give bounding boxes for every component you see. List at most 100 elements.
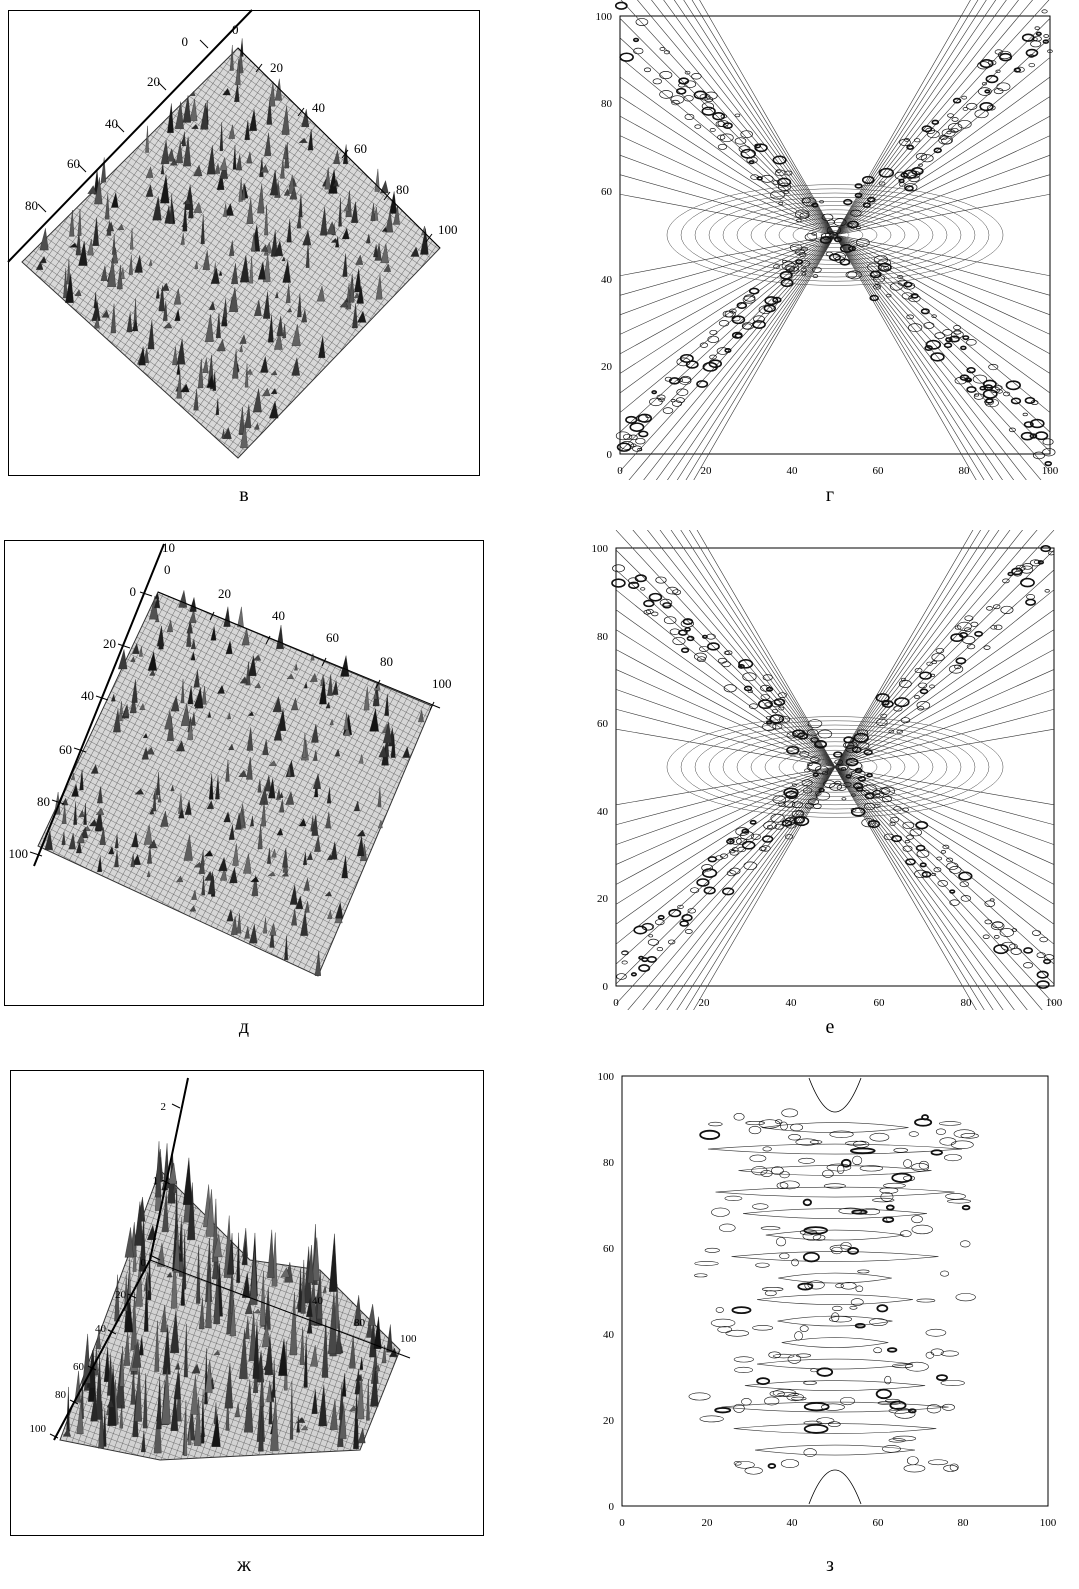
contour-line — [1024, 396, 1036, 404]
contour-line — [843, 198, 853, 206]
contour-line — [651, 390, 658, 395]
contour-line — [615, 431, 630, 441]
surface-spike — [241, 1272, 251, 1298]
contour-line — [833, 751, 843, 758]
contour-line — [648, 934, 654, 938]
surface-spike — [170, 1250, 178, 1309]
surface-spike — [94, 315, 100, 329]
contour-line — [767, 1463, 777, 1469]
contour-line — [791, 1396, 807, 1401]
surface-spike — [257, 779, 262, 793]
surface-spike — [134, 1363, 142, 1422]
surface-spike — [176, 875, 184, 883]
surface-spike — [182, 95, 191, 123]
axis1-tick-d-5: 100 — [9, 846, 29, 861]
contour-line — [684, 80, 697, 88]
contour-line — [740, 148, 756, 159]
contour-line — [900, 1230, 912, 1238]
contour-line — [625, 415, 638, 424]
surface-spike — [302, 230, 312, 246]
surface-spike — [206, 800, 214, 810]
contour-line — [816, 1417, 835, 1425]
surface-spike — [190, 711, 196, 726]
contour-line — [905, 1361, 929, 1372]
surface-spike — [87, 238, 94, 256]
contour-line — [847, 761, 863, 771]
contour-line — [742, 323, 752, 330]
contour-line — [778, 1272, 892, 1284]
contour-line — [834, 780, 842, 786]
contour-line — [906, 834, 915, 840]
surface-spike — [118, 649, 128, 670]
contour-line — [815, 791, 831, 801]
surface-spike — [283, 188, 290, 196]
contour-line — [764, 296, 779, 306]
contour-line — [970, 621, 979, 627]
contour-line — [950, 633, 964, 642]
surface-spike — [250, 815, 254, 827]
surface-spike — [318, 1384, 327, 1427]
contour-line — [798, 251, 807, 257]
surface-spike — [208, 773, 214, 800]
surface-spike — [180, 383, 190, 393]
contour-line — [748, 160, 755, 165]
surface-spike — [103, 1346, 110, 1382]
axis2-ticks-d: 20 40 60 80 100 — [209, 586, 452, 711]
contour-line — [950, 127, 959, 134]
contour-line — [927, 130, 940, 139]
contour-line — [1008, 427, 1016, 433]
surface-spike — [156, 1376, 162, 1430]
surface-spike — [327, 674, 333, 696]
contour-line — [716, 347, 729, 355]
contour-line — [779, 271, 793, 280]
x-ticks-z: 0 20 40 60 80 100 — [619, 1517, 1057, 1529]
contour-line — [843, 782, 852, 788]
surface-spike — [178, 807, 185, 819]
surface-spike — [76, 1399, 84, 1434]
surface-spike — [138, 1336, 144, 1356]
contour-line — [986, 606, 993, 611]
surface-spike — [287, 764, 291, 777]
contour-line — [778, 706, 785, 711]
contour-line — [684, 70, 691, 75]
surface-spike — [189, 99, 198, 122]
y-tick-e-5: 100 — [592, 543, 609, 555]
surface-spike — [134, 788, 145, 795]
surface-spike — [341, 227, 350, 240]
contour-line — [984, 89, 991, 94]
contour-line — [850, 769, 866, 779]
contour-line — [850, 808, 857, 812]
surface-spike — [295, 895, 304, 910]
surface-spike — [139, 703, 146, 710]
surface-spike — [282, 323, 287, 338]
contour-line — [814, 765, 829, 775]
surface-spike — [205, 1189, 215, 1237]
contour-line — [791, 810, 804, 818]
contour-line — [754, 143, 762, 149]
surface-spike — [243, 1379, 254, 1433]
axis1-tick-d-2: 40 — [81, 688, 94, 703]
axis2-tick-d-3: 80 — [380, 654, 393, 669]
contour-line — [751, 833, 761, 840]
contour-line — [993, 935, 1000, 939]
contour-line — [966, 339, 977, 346]
contour-line — [849, 1147, 876, 1155]
contour-line — [788, 1133, 801, 1141]
contour-line — [724, 348, 732, 353]
surface-spike — [343, 725, 351, 736]
contour-line — [638, 430, 649, 438]
axis2-tick-v-2: 60 — [354, 141, 367, 156]
surface-spike — [281, 871, 289, 877]
surface-spike — [172, 1180, 177, 1194]
contour-line — [869, 1318, 888, 1327]
contour-line — [966, 386, 977, 393]
contour-line — [663, 50, 670, 55]
contour-line — [916, 1298, 936, 1303]
axis1-tick-d-3: 60 — [59, 742, 72, 757]
contour-line — [850, 1298, 864, 1306]
contour-line — [891, 1363, 914, 1369]
contour-line — [762, 1146, 772, 1152]
contour-line — [841, 797, 847, 801]
axis1-tick-zh-2: 60 — [73, 1361, 85, 1373]
contour-line — [622, 433, 633, 440]
